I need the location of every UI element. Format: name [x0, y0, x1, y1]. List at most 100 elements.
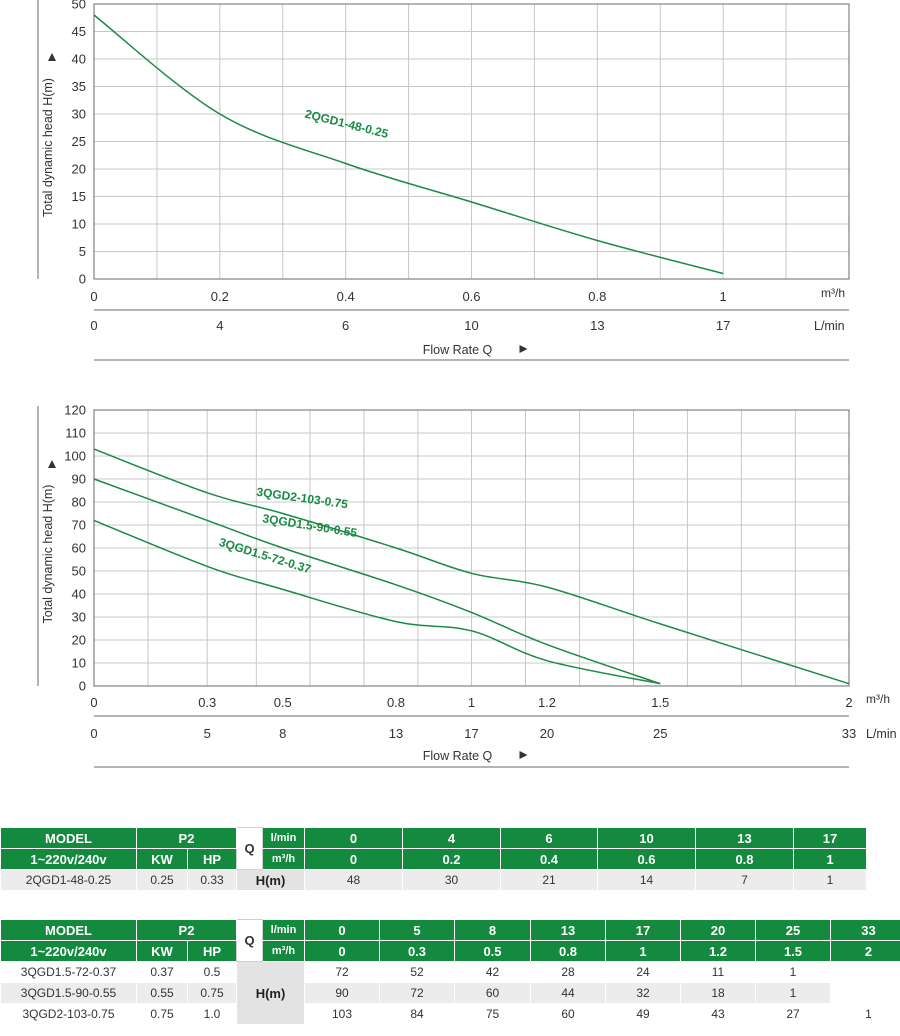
hp-header: HP	[187, 848, 237, 870]
x2-tick-label: 8	[279, 726, 286, 741]
series-label: 2QGD1-48-0.25	[304, 107, 391, 141]
lmin-value: 0	[304, 919, 380, 941]
y-tick-label: 60	[72, 541, 86, 556]
table-row: 3QGD2-103-0.75 0.75 1.0 103 84 75 60 49 …	[0, 1003, 900, 1025]
x2-tick-label: 25	[653, 726, 667, 741]
lmin-value: 17	[793, 827, 867, 849]
q-header: Q	[236, 827, 263, 870]
head-cell: 14	[597, 869, 696, 891]
head-cell: 72	[304, 961, 380, 983]
lmin-value: 10	[597, 827, 696, 849]
lmin-value: 8	[454, 919, 531, 941]
y-tick-label: 40	[72, 52, 86, 67]
x-tick-label: 0.2	[211, 289, 229, 304]
x-tick-label: 0.8	[387, 695, 405, 710]
lmin-value: 33	[830, 919, 900, 941]
lmin-value: 25	[755, 919, 831, 941]
head-cell: 1	[755, 982, 831, 1004]
x2-tick-label: 0	[90, 726, 97, 741]
hp-cell: 0.33	[187, 869, 237, 891]
m3h-header: m³/h	[262, 940, 305, 962]
x2-tick-label: 20	[540, 726, 554, 741]
m3h-value: 0.4	[500, 848, 598, 870]
table-header-row: 1~220v/240v KW HP m³/h 0 0.3 0.5 0.8 1 1…	[0, 940, 900, 962]
lmin-value: 17	[605, 919, 681, 941]
y-tick-label: 0	[79, 679, 86, 694]
y-tick-label: 35	[72, 79, 86, 94]
y-tick-label: 90	[72, 472, 86, 487]
lmin-value: 13	[530, 919, 606, 941]
x2-tick-label: 5	[204, 726, 211, 741]
x-tick-label: 0.8	[588, 289, 606, 304]
x2-tick-label: 17	[716, 318, 730, 333]
hp-cell: 0.5	[187, 961, 237, 983]
x2-tick-label: 0	[90, 318, 97, 333]
y-tick-label: 25	[72, 134, 86, 149]
head-cell: 48	[304, 869, 403, 891]
x-tick-label: 1.2	[538, 695, 556, 710]
voltage-header: 1~220v/240v	[0, 848, 137, 870]
series-line	[93, 448, 850, 685]
m3h-value: 0.8	[530, 940, 606, 962]
table-row: 2QGD1-48-0.25 0.25 0.33 H(m) 48 30 21 14…	[0, 869, 867, 891]
model-cell: 3QGD1.5-72-0.37	[0, 961, 137, 983]
y-tick-label: 80	[72, 495, 86, 510]
kw-cell: 0.55	[136, 982, 188, 1004]
y-tick-label: 100	[64, 449, 86, 464]
q-header: Q	[236, 919, 263, 962]
model-cell: 2QGD1-48-0.25	[0, 869, 137, 891]
lmin-value: 13	[695, 827, 794, 849]
m3h-value: 1.5	[755, 940, 831, 962]
x2-tick-label: 6	[342, 318, 349, 333]
model-cell: 3QGD2-103-0.75	[0, 1003, 137, 1025]
y-tick-label: 50	[72, 0, 86, 12]
x-tick-label: 0	[90, 289, 97, 304]
performance-table-2qgd: MODEL P2 Q l/min 0 4 6 10 13 17 1~220v/2…	[0, 827, 867, 891]
m3h-value: 0	[304, 940, 380, 962]
y-tick-label: 30	[72, 107, 86, 122]
m3h-value: 0.5	[454, 940, 531, 962]
table-header-row: MODEL P2 Q l/min 0 5 8 13 17 20 25 33	[0, 919, 900, 962]
head-label: H(m)	[236, 869, 305, 891]
x-axis-arrow-icon	[519, 751, 528, 759]
x-axis-arrow-icon	[519, 345, 528, 353]
kw-header: KW	[136, 940, 188, 962]
head-cell: 84	[379, 1003, 455, 1025]
x2-tick-label: 17	[464, 726, 478, 741]
series-line	[93, 478, 661, 685]
x-unit-label-m3h: m³/h	[821, 286, 845, 300]
y-tick-label: 10	[72, 217, 86, 232]
x-tick-label: 0.3	[198, 695, 216, 710]
head-cell: 49	[605, 1003, 681, 1025]
head-cell: 75	[454, 1003, 531, 1025]
x2-tick-label: 33	[842, 726, 856, 741]
y-tick-label: 70	[72, 518, 86, 533]
head-cell: 42	[454, 961, 531, 983]
lmin-value: 4	[402, 827, 501, 849]
model-cell: 3QGD1.5-90-0.55	[0, 982, 137, 1004]
x-tick-label: 0	[90, 695, 97, 710]
m3h-value: 0	[304, 848, 403, 870]
head-cell: 44	[530, 982, 606, 1004]
table-header-row: 1~220v/240v KW HP m³/h 0 0.2 0.4 0.6 0.8…	[0, 848, 867, 870]
table-row: 3QGD1.5-72-0.37 0.37 0.5 H(m) 72 52 42 2…	[0, 961, 900, 1025]
head-label: H(m)	[236, 961, 305, 1025]
head-cell: 27	[755, 1003, 831, 1025]
table-header-row: MODEL P2 Q l/min 0 4 6 10 13 17	[0, 827, 867, 870]
performance-table-3qgd: MODEL P2 Q l/min 0 5 8 13 17 20 25 33 1~…	[0, 919, 900, 1025]
y-tick-label: 20	[72, 162, 86, 177]
series-line	[93, 14, 724, 275]
p2-header: P2	[136, 919, 237, 941]
x-tick-label: 0.4	[337, 289, 355, 304]
y-tick-label: 5	[79, 244, 86, 259]
x-unit-label-lmin: L/min	[814, 319, 845, 333]
x2-tick-label: 10	[464, 318, 478, 333]
head-cell: 60	[454, 982, 531, 1004]
m3h-header: m³/h	[262, 848, 305, 870]
y-tick-label: 0	[79, 272, 86, 287]
head-cell: 21	[500, 869, 598, 891]
x-tick-label: 0.6	[462, 289, 480, 304]
p2-header: P2	[136, 827, 237, 849]
head-cell: 72	[379, 982, 455, 1004]
